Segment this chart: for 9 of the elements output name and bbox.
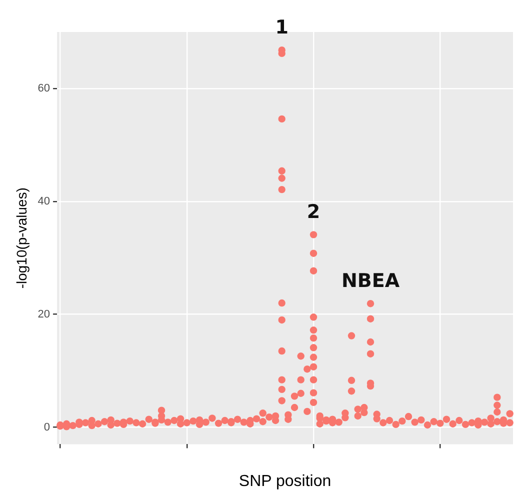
y-tick-label: 40 (38, 195, 50, 208)
annotation: 1 (275, 16, 288, 39)
annotation: 2 (306, 201, 320, 224)
y-axis-title: -log10(p-values) (13, 188, 30, 289)
x-axis-title: SNP position (238, 472, 332, 490)
y-tick-label: 60 (38, 82, 50, 94)
y-tick-label: 0 (44, 421, 50, 434)
y-tick-label: 20 (38, 308, 50, 320)
annotation: NBEA (341, 270, 400, 292)
